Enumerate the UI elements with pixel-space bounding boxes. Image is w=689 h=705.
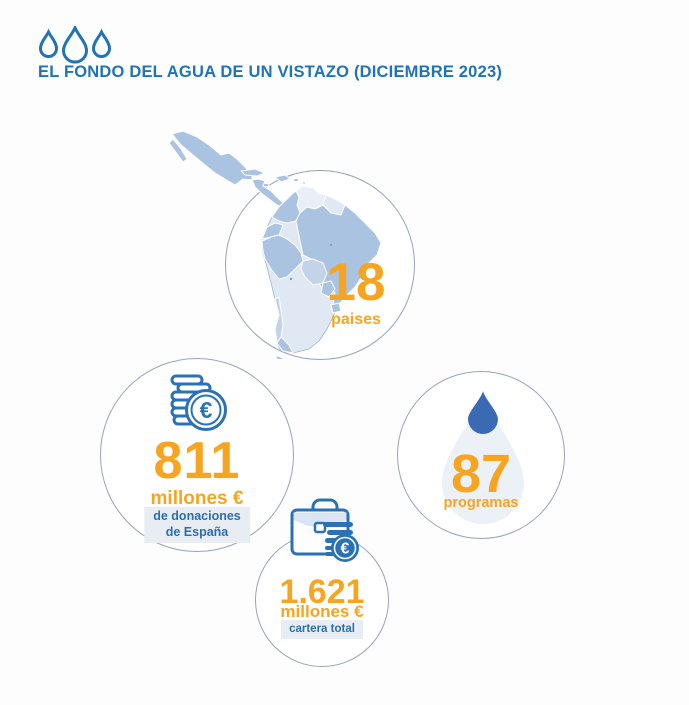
latin-america-map-graphic (168, 130, 382, 359)
large-water-drop-icon (442, 394, 524, 524)
svg-text:€: € (341, 541, 350, 558)
portfolio-caption: cartera total (281, 620, 363, 640)
programs-value: 87 (450, 444, 512, 504)
countries-label: paises (331, 311, 381, 328)
donations-caption-line2: de España (165, 524, 229, 539)
programs-label: programas (443, 495, 519, 511)
portfolio-unit: millones € (280, 602, 364, 621)
donations-caption: de donaciones de España (144, 507, 250, 544)
svg-text:€: € (200, 397, 213, 423)
stat-countries: 18 paises (316, 256, 396, 329)
portfolio-circle: € 1.621 millones € cartera total (255, 498, 389, 667)
coins-euro-icon: € (170, 374, 227, 431)
donations-circle: € 811 millones € de donaciones de España (100, 358, 294, 552)
donations-caption-line1: de donaciones (153, 509, 241, 523)
small-water-drop-icon (468, 391, 498, 434)
briefcase-euro-icon: € (290, 498, 359, 562)
countries-value: 18 (326, 253, 386, 312)
programs-circle: 87 programas (397, 371, 565, 539)
donations-value: 811 (153, 432, 241, 490)
page-title: EL FONDO DEL AGUA DE UN VISTAZO (DICIEMB… (38, 63, 503, 81)
water-drops-logo-icon (38, 26, 112, 64)
donations-unit: millones € (150, 488, 244, 509)
portfolio-value: 1.621 (279, 573, 365, 611)
